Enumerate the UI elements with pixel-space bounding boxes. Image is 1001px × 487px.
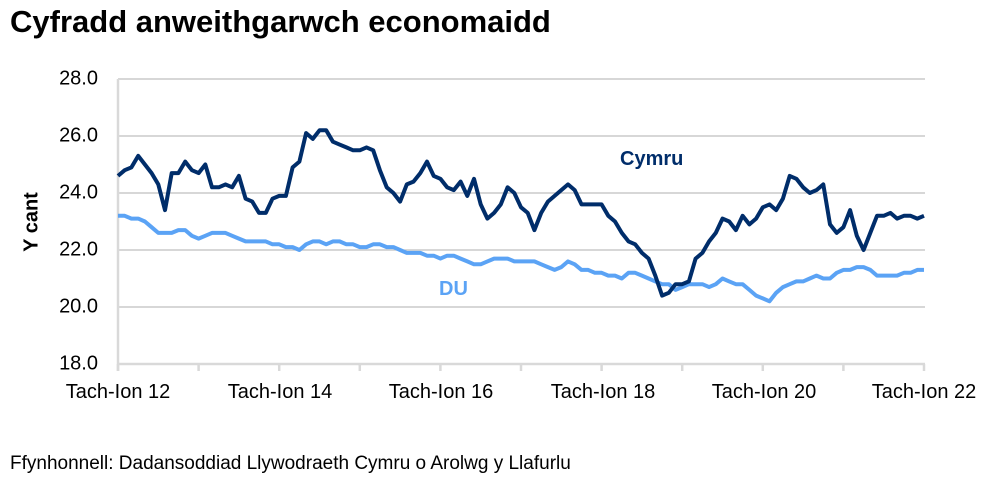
y-tick-label: 18.0 — [59, 352, 98, 375]
x-tick-label: Tach-Ion 22 — [871, 381, 977, 403]
x-tick-label: Tach-Ion 16 — [388, 381, 494, 403]
x-tick-label: Tach-Ion 12 — [65, 381, 171, 403]
axes — [116, 79, 926, 371]
x-tick-label: Tach-Ion 20 — [711, 381, 817, 403]
y-tick-label: 24.0 — [59, 181, 98, 204]
y-tick-label: 22.0 — [59, 238, 98, 261]
x-tick-label: Tach-Ion 18 — [550, 381, 656, 403]
chart-title: Cyfradd anweithgarwch economaidd — [10, 4, 551, 39]
series-label-du: DU — [439, 278, 468, 300]
series-line-du — [118, 213, 924, 304]
gridlines — [118, 78, 925, 308]
y-tick-label: 26.0 — [59, 124, 98, 147]
y-tick-label: 28.0 — [59, 67, 98, 90]
source-note: Ffynhonnell: Dadansoddiad Llywodraeth Cy… — [10, 453, 571, 474]
y-tick-label: 20.0 — [59, 295, 98, 318]
x-tick-label: Tach-Ion 14 — [227, 381, 333, 403]
series-label-cymru: Cymru — [620, 148, 684, 170]
series-line-cymru — [116, 128, 925, 298]
